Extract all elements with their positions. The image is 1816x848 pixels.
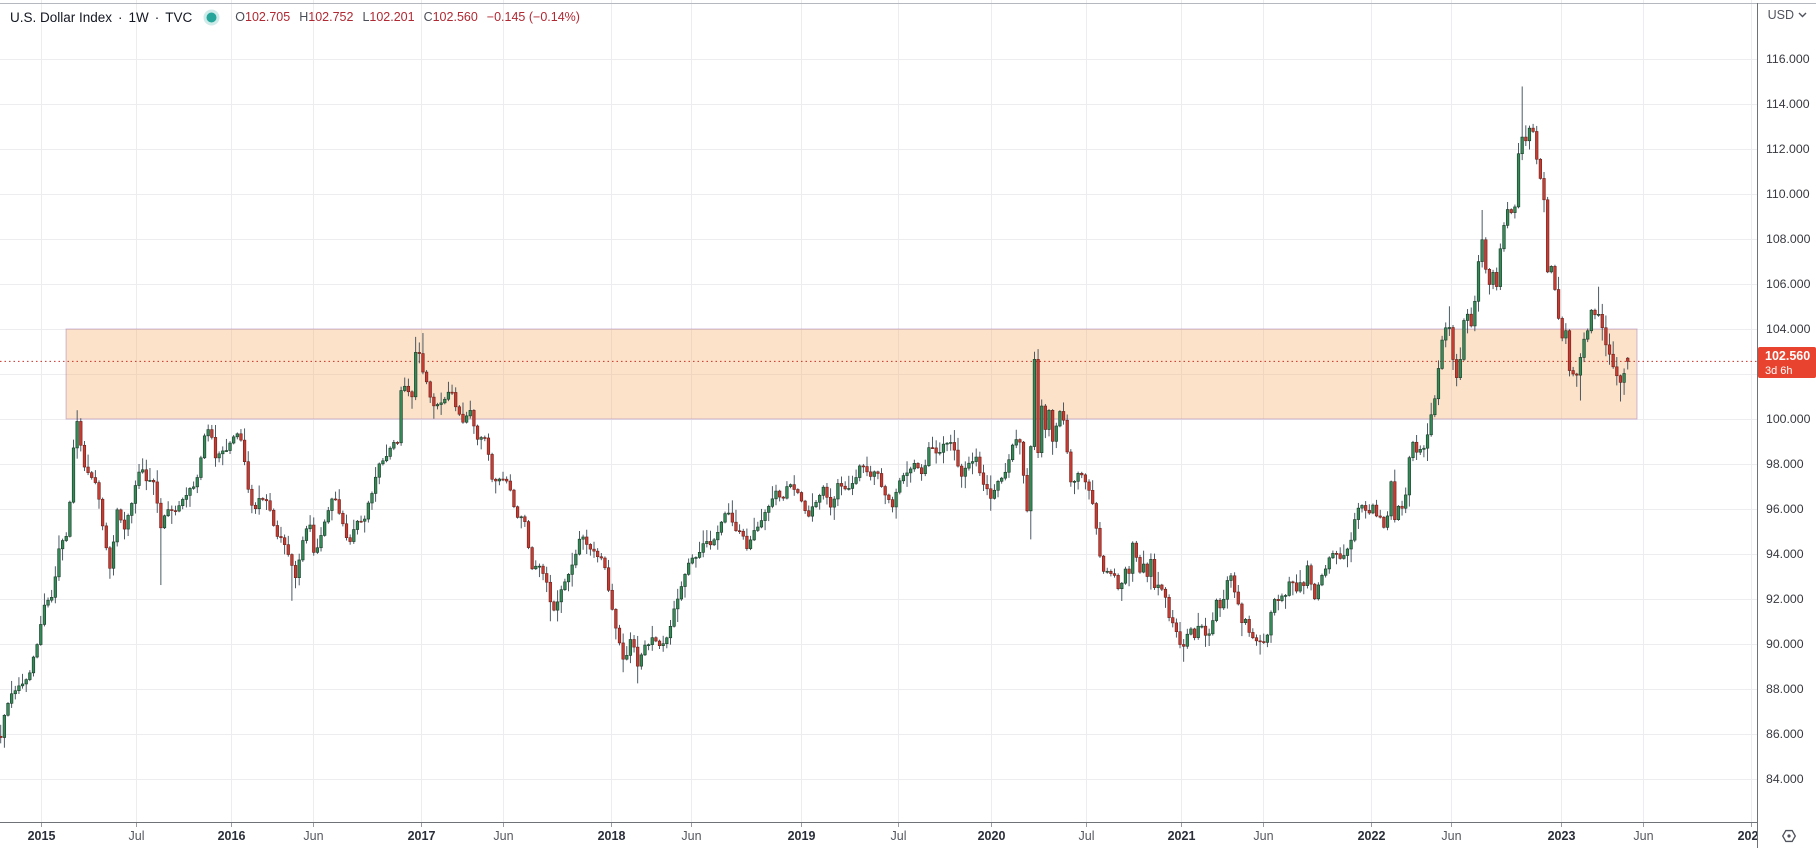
svg-text:2016: 2016 <box>218 829 246 843</box>
svg-text:88.000: 88.000 <box>1766 682 1804 696</box>
currency-label: USD <box>1767 8 1794 22</box>
svg-text:Jun: Jun <box>1253 829 1273 843</box>
svg-text:2017: 2017 <box>408 829 436 843</box>
low-value: 102.201 <box>369 10 415 24</box>
svg-text:2020: 2020 <box>978 829 1006 843</box>
candle-series <box>0 86 1630 748</box>
bar-countdown: 3d 6h <box>1765 364 1793 377</box>
symbol-title[interactable]: U.S. Dollar Index <box>10 9 113 25</box>
svg-text:Jun: Jun <box>1441 829 1461 843</box>
ohlc-readout: O102.705 H102.752 L102.201 C102.560 −0.1… <box>235 10 580 24</box>
currency-selector[interactable]: USD <box>1768 8 1807 22</box>
symbol-legend[interactable]: U.S. Dollar Index · 1W · TVC O102.705 H1… <box>10 7 580 27</box>
svg-text:Jul: Jul <box>891 829 907 843</box>
svg-text:2023: 2023 <box>1548 829 1576 843</box>
status-dot-icon <box>203 9 220 25</box>
axis-borders <box>0 3 1816 848</box>
svg-text:84.000: 84.000 <box>1766 772 1804 786</box>
supply-zone-rectangle[interactable] <box>65 328 1638 420</box>
svg-text:Jun: Jun <box>303 829 323 843</box>
svg-text:Jun: Jun <box>493 829 513 843</box>
price-scale[interactable]: 116.000 114.000 112.000 110.000 108.000 106.0… <box>1766 52 1811 786</box>
svg-text:2019: 2019 <box>788 829 816 843</box>
svg-text:106.000: 106.000 <box>1766 277 1811 291</box>
open-value: 102.705 <box>245 10 291 24</box>
exchange-label[interactable]: TVC <box>165 9 193 25</box>
current-price-value: 102.560 <box>1765 349 1811 363</box>
svg-text:2022: 2022 <box>1358 829 1386 843</box>
market-status-dot[interactable] <box>203 9 220 26</box>
open-label: O <box>235 10 246 24</box>
time-axis-settings-button[interactable] <box>1780 827 1798 845</box>
close-value: 102.560 <box>432 10 478 24</box>
close-label: C <box>423 10 433 24</box>
svg-text:2024: 2024 <box>1738 829 1766 843</box>
low-label: L <box>362 10 370 24</box>
svg-text:104.000: 104.000 <box>1766 322 1811 336</box>
legend-separator: · <box>154 9 160 25</box>
svg-text:Jul: Jul <box>129 829 145 843</box>
svg-text:2015: 2015 <box>28 829 56 843</box>
svg-text:Jun: Jun <box>1633 829 1653 843</box>
svg-text:92.000: 92.000 <box>1766 592 1804 606</box>
gear-icon <box>1781 829 1797 843</box>
svg-text:96.000: 96.000 <box>1766 502 1804 516</box>
current-price-tag: 102.560 3d 6h <box>1758 347 1816 378</box>
svg-text:112.000: 112.000 <box>1766 142 1810 156</box>
svg-text:2021: 2021 <box>1168 829 1196 843</box>
svg-text:98.000: 98.000 <box>1766 457 1804 471</box>
svg-text:114.000: 114.000 <box>1766 97 1810 111</box>
change-value: −0.145 (−0.14%) <box>486 10 580 24</box>
legend-separator: · <box>118 9 123 25</box>
interval-label[interactable]: 1W <box>128 9 149 25</box>
high-value: 102.752 <box>308 10 354 24</box>
svg-text:110.000: 110.000 <box>1766 187 1810 201</box>
svg-text:86.000: 86.000 <box>1766 727 1804 741</box>
time-scale[interactable]: 2015 Jul 2016 Jun 2017 Jun 2018 Jun 2019 Jul 2020 J… <box>28 823 1766 843</box>
svg-text:2018: 2018 <box>598 829 626 843</box>
chevron-down-icon <box>1798 12 1807 18</box>
svg-text:108.000: 108.000 <box>1766 232 1811 246</box>
svg-text:Jul: Jul <box>1079 829 1095 843</box>
svg-text:90.000: 90.000 <box>1766 637 1804 651</box>
high-label: H <box>299 10 309 24</box>
svg-text:100.000: 100.000 <box>1766 412 1811 426</box>
svg-text:116.000: 116.000 <box>1766 52 1810 66</box>
svg-text:Jun: Jun <box>681 829 701 843</box>
svg-text:94.000: 94.000 <box>1766 547 1804 561</box>
